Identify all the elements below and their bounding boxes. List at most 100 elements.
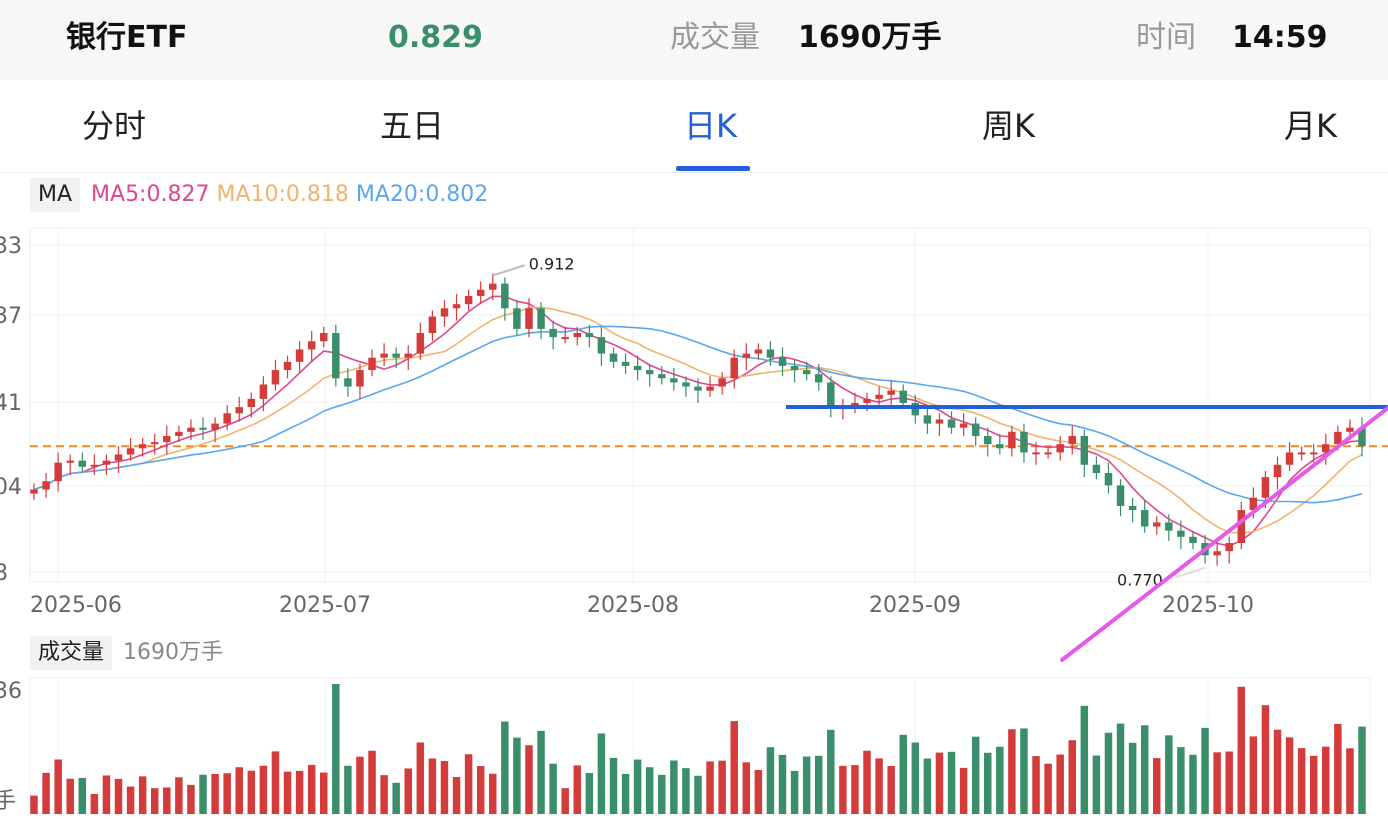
candle-body	[947, 419, 956, 428]
candle-body	[489, 283, 497, 290]
volume-tag[interactable]: 成交量	[30, 636, 113, 670]
volume-bar	[561, 788, 569, 814]
tab-weekly-k[interactable]: 周K	[982, 107, 1035, 145]
candle-body	[175, 431, 183, 436]
volume-bar	[1237, 686, 1246, 814]
volume-tick-label: 手	[0, 789, 16, 814]
max-price-label: 0.912	[529, 254, 575, 273]
candle-body	[368, 357, 376, 371]
min-pointer	[1174, 566, 1206, 579]
candle-body	[126, 448, 135, 455]
candle-body	[597, 337, 606, 354]
volume-bar	[54, 759, 62, 814]
volume-bar	[996, 746, 1004, 814]
volume-bar	[283, 771, 292, 814]
candle-body	[1177, 530, 1185, 537]
volume-bar	[1165, 735, 1173, 814]
volume-bar	[295, 770, 304, 814]
candle-body	[102, 460, 111, 465]
candle-body	[1273, 464, 1282, 478]
x-tick-labels: 2025-06 2025-07 2025-08 2025-09 2025-10	[30, 593, 1254, 618]
volume-bar	[78, 777, 87, 814]
candles	[30, 273, 1366, 566]
ma20-line	[33, 325, 1363, 504]
candle-body	[790, 365, 799, 371]
volume-bar	[199, 774, 207, 814]
candle-body	[1116, 485, 1125, 506]
volume-bar	[126, 786, 135, 814]
tab-daily-k[interactable]: 日K	[684, 107, 737, 145]
candle-body	[1261, 477, 1270, 498]
volume-bar	[971, 736, 980, 814]
volume-bar	[1213, 752, 1221, 814]
volume-bar	[344, 765, 352, 814]
volume-bar	[150, 788, 159, 814]
candle-body	[66, 460, 74, 463]
volume-label: 成交量	[670, 20, 760, 55]
volume-bar	[645, 767, 654, 814]
candle-body	[307, 341, 316, 350]
candle-body	[440, 308, 449, 317]
candle-body	[1213, 551, 1221, 556]
y-tick-label: 37	[0, 304, 22, 329]
volume-bar	[1056, 754, 1064, 814]
candle-body	[645, 370, 654, 375]
trend-line	[1060, 406, 1388, 662]
tab-five-day[interactable]: 五日	[380, 107, 445, 145]
candle-body	[42, 481, 50, 490]
candle-body	[670, 378, 678, 383]
volume-bar	[766, 747, 775, 814]
candle-body	[163, 435, 171, 443]
volume-bar	[718, 760, 726, 814]
volume-bar	[1249, 736, 1258, 814]
candle-body	[1165, 522, 1173, 531]
volume-bar	[827, 729, 835, 814]
candle-body	[1044, 452, 1052, 455]
candle-body	[633, 365, 642, 371]
candle-body	[1068, 435, 1076, 445]
volume-bar	[30, 795, 38, 814]
ma-tag[interactable]: MA	[30, 178, 81, 212]
candle-body	[814, 374, 823, 383]
ma20-legend: MA20:0.802	[355, 182, 489, 207]
ma-lines	[33, 295, 1363, 547]
x-tick-label: 2025-07	[279, 593, 371, 618]
volume-bar	[1358, 726, 1366, 814]
volume-bar	[814, 755, 823, 814]
tab-monthly-k[interactable]: 月K	[1284, 107, 1337, 145]
candle-body	[452, 304, 461, 309]
candle-body	[766, 349, 775, 358]
volume-bar	[1104, 732, 1113, 814]
volume-bar	[1032, 756, 1040, 814]
candle-body	[187, 427, 195, 432]
tab-intraday[interactable]: 分时	[82, 107, 147, 145]
candle-body	[1309, 452, 1318, 455]
active-tab-underline	[676, 166, 750, 171]
candle-body	[718, 378, 726, 387]
candle-body	[935, 419, 944, 424]
volume-bar	[211, 773, 219, 814]
candle-body	[259, 384, 268, 399]
y-tick-label: 41	[0, 391, 22, 416]
volume-bar	[839, 765, 847, 814]
candle-body	[609, 353, 618, 362]
volume-bar	[513, 737, 521, 814]
volume-bar	[1309, 755, 1318, 814]
candle-body	[1020, 431, 1028, 453]
time-label: 时间	[1136, 20, 1196, 55]
volume-bar	[138, 776, 147, 814]
volume-bar	[320, 772, 328, 814]
volume-bar	[959, 767, 968, 814]
volume-bar	[1201, 727, 1209, 814]
volume-bar	[1225, 751, 1233, 814]
extreme-annotations: 0.912 0.770	[492, 254, 1206, 590]
volume-bar	[621, 773, 630, 814]
security-name: 银行ETF	[66, 20, 188, 55]
candle-body	[138, 444, 147, 449]
x-tick-label: 2025-06	[30, 593, 122, 618]
candle-body	[971, 423, 980, 436]
y-tick-label: 33	[0, 234, 22, 259]
candle-body	[730, 357, 738, 379]
candle-body	[1140, 510, 1149, 527]
